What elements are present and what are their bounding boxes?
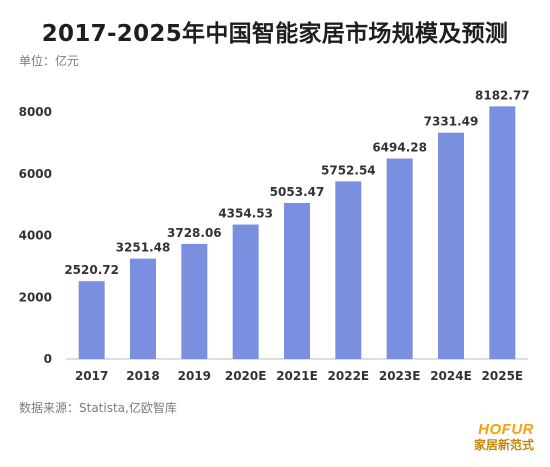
x-tick-label: 2023E [379,369,421,383]
x-tick-label: 2021E [276,369,318,383]
y-tick-label: 8000 [19,105,52,119]
bar-2020E [232,224,259,359]
data-label: 5053.47 [270,185,325,199]
data-label: 6494.28 [372,140,427,154]
x-tick-label: 2024E [430,369,472,383]
brand-name: HOFUR [478,421,534,438]
brand-tagline: 家居新范式 [473,437,534,452]
brand-logo: HOFUR 家居新范式 [473,421,534,452]
y-tick-label: 6000 [19,167,52,181]
data-label: 3728.06 [167,226,222,240]
bar-2024E [438,132,464,359]
x-tick-label: 2018 [126,369,159,383]
bar-2019 [181,243,208,359]
data-label: 7331.49 [424,115,479,129]
x-tick-label: 2022E [328,369,370,383]
bar-2022E [335,181,362,359]
y-tick-label: 4000 [19,229,52,243]
data-label: 3251.48 [116,241,171,255]
data-label: 5752.54 [321,163,376,177]
x-tick-label: 2020E [225,369,267,383]
data-label: 2520.72 [64,263,119,277]
bar-2017 [78,281,105,359]
bar-2025E [489,106,516,359]
x-tick-label: 2019 [178,369,211,383]
bar-2021E [284,202,310,359]
data-label: 8182.77 [475,88,530,102]
x-tick-label: 2025E [482,369,524,383]
unit-label: 单位：亿元 [19,54,80,68]
bar-2023E [386,158,413,359]
y-tick-label: 2000 [19,290,52,304]
y-tick-label: 0 [44,352,52,366]
source-note: 数据来源：Statista,亿欧智库 [19,401,177,415]
x-tick-label: 2017 [75,369,108,383]
chart-title: 2017-2025年中国智能家居市场规模及预测 [41,21,509,47]
data-label: 4354.53 [218,207,273,221]
bar-2018 [130,258,156,359]
